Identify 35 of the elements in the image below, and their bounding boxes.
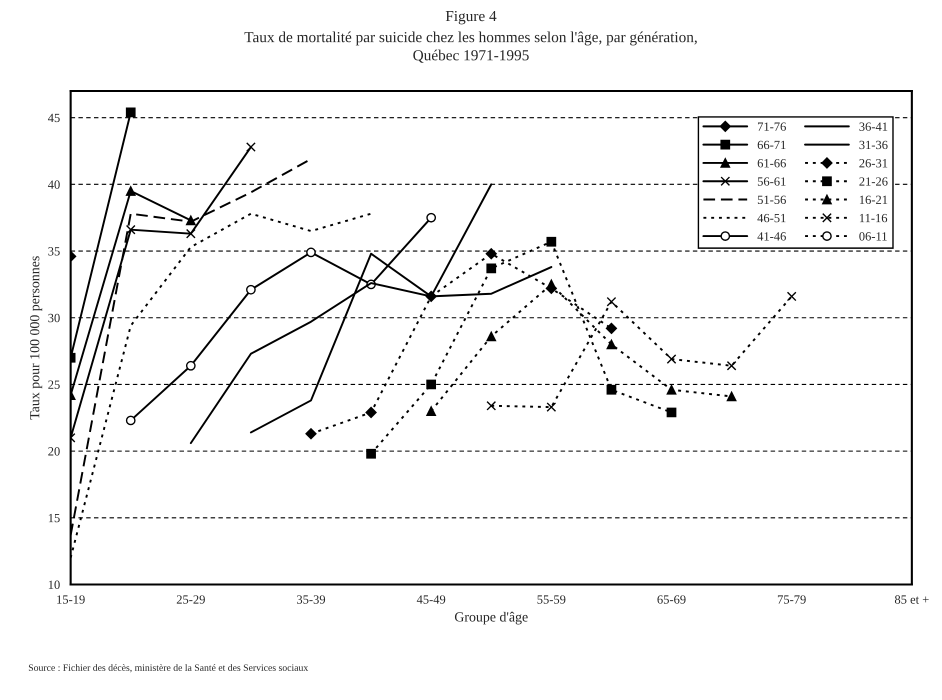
legend-label: 11-16 <box>860 214 888 222</box>
y-tick-label: 35 <box>48 247 60 256</box>
chart-subtitle: Taux de mortalité par suicide chez les hommes selon l'âge, par génération, Québec 1971-1995 <box>244 32 697 63</box>
legend-label: 56-61 <box>758 177 786 186</box>
legend-label: 36-41 <box>859 122 888 131</box>
legend-label: 66-71 <box>758 140 786 150</box>
y-tick-label: 40 <box>48 180 60 189</box>
x-tick-label: 75-79 <box>778 595 806 604</box>
x-tick-label: 35-39 <box>297 595 326 604</box>
y-tick-label: 30 <box>48 314 60 322</box>
y-tick-label: 10 <box>48 580 60 589</box>
legend-label: 71-76 <box>758 122 786 131</box>
y-tick-label: 45 <box>48 114 60 122</box>
legend-label: 21-26 <box>859 177 888 186</box>
x-axis-title: Groupe d'âge <box>454 612 528 624</box>
x-tick-label: 65-69 <box>657 595 686 604</box>
legend-label: 16-21 <box>860 196 888 204</box>
x-tick-label: 85 et + <box>894 595 929 604</box>
legend-label: 06-11 <box>859 232 887 241</box>
legend-label: 31-36 <box>859 140 888 150</box>
legend-label: 46-51 <box>757 214 786 222</box>
y-tick-label: 15 <box>48 514 60 522</box>
y-axis-title: Taux pour 100 000 personnes <box>30 256 42 420</box>
x-tick-label: 15-19 <box>57 595 85 604</box>
y-tick-label: 25 <box>48 380 60 389</box>
x-tick-label: 55-59 <box>537 595 566 604</box>
legend-label: 41-46 <box>757 232 786 241</box>
chart-title: Figure 4 <box>446 10 496 24</box>
legend-label: 26-31 <box>859 159 888 168</box>
y-tick-label: 20 <box>48 447 60 456</box>
legend-label: 51-56 <box>758 196 786 204</box>
x-tick-label: 25-29 <box>176 595 205 604</box>
legend-label: 61-66 <box>758 159 786 168</box>
source-note: Source : Fichier des décès, ministère de la Santé et des Services sociaux <box>28 664 308 672</box>
x-tick-label: 45-49 <box>416 595 446 604</box>
